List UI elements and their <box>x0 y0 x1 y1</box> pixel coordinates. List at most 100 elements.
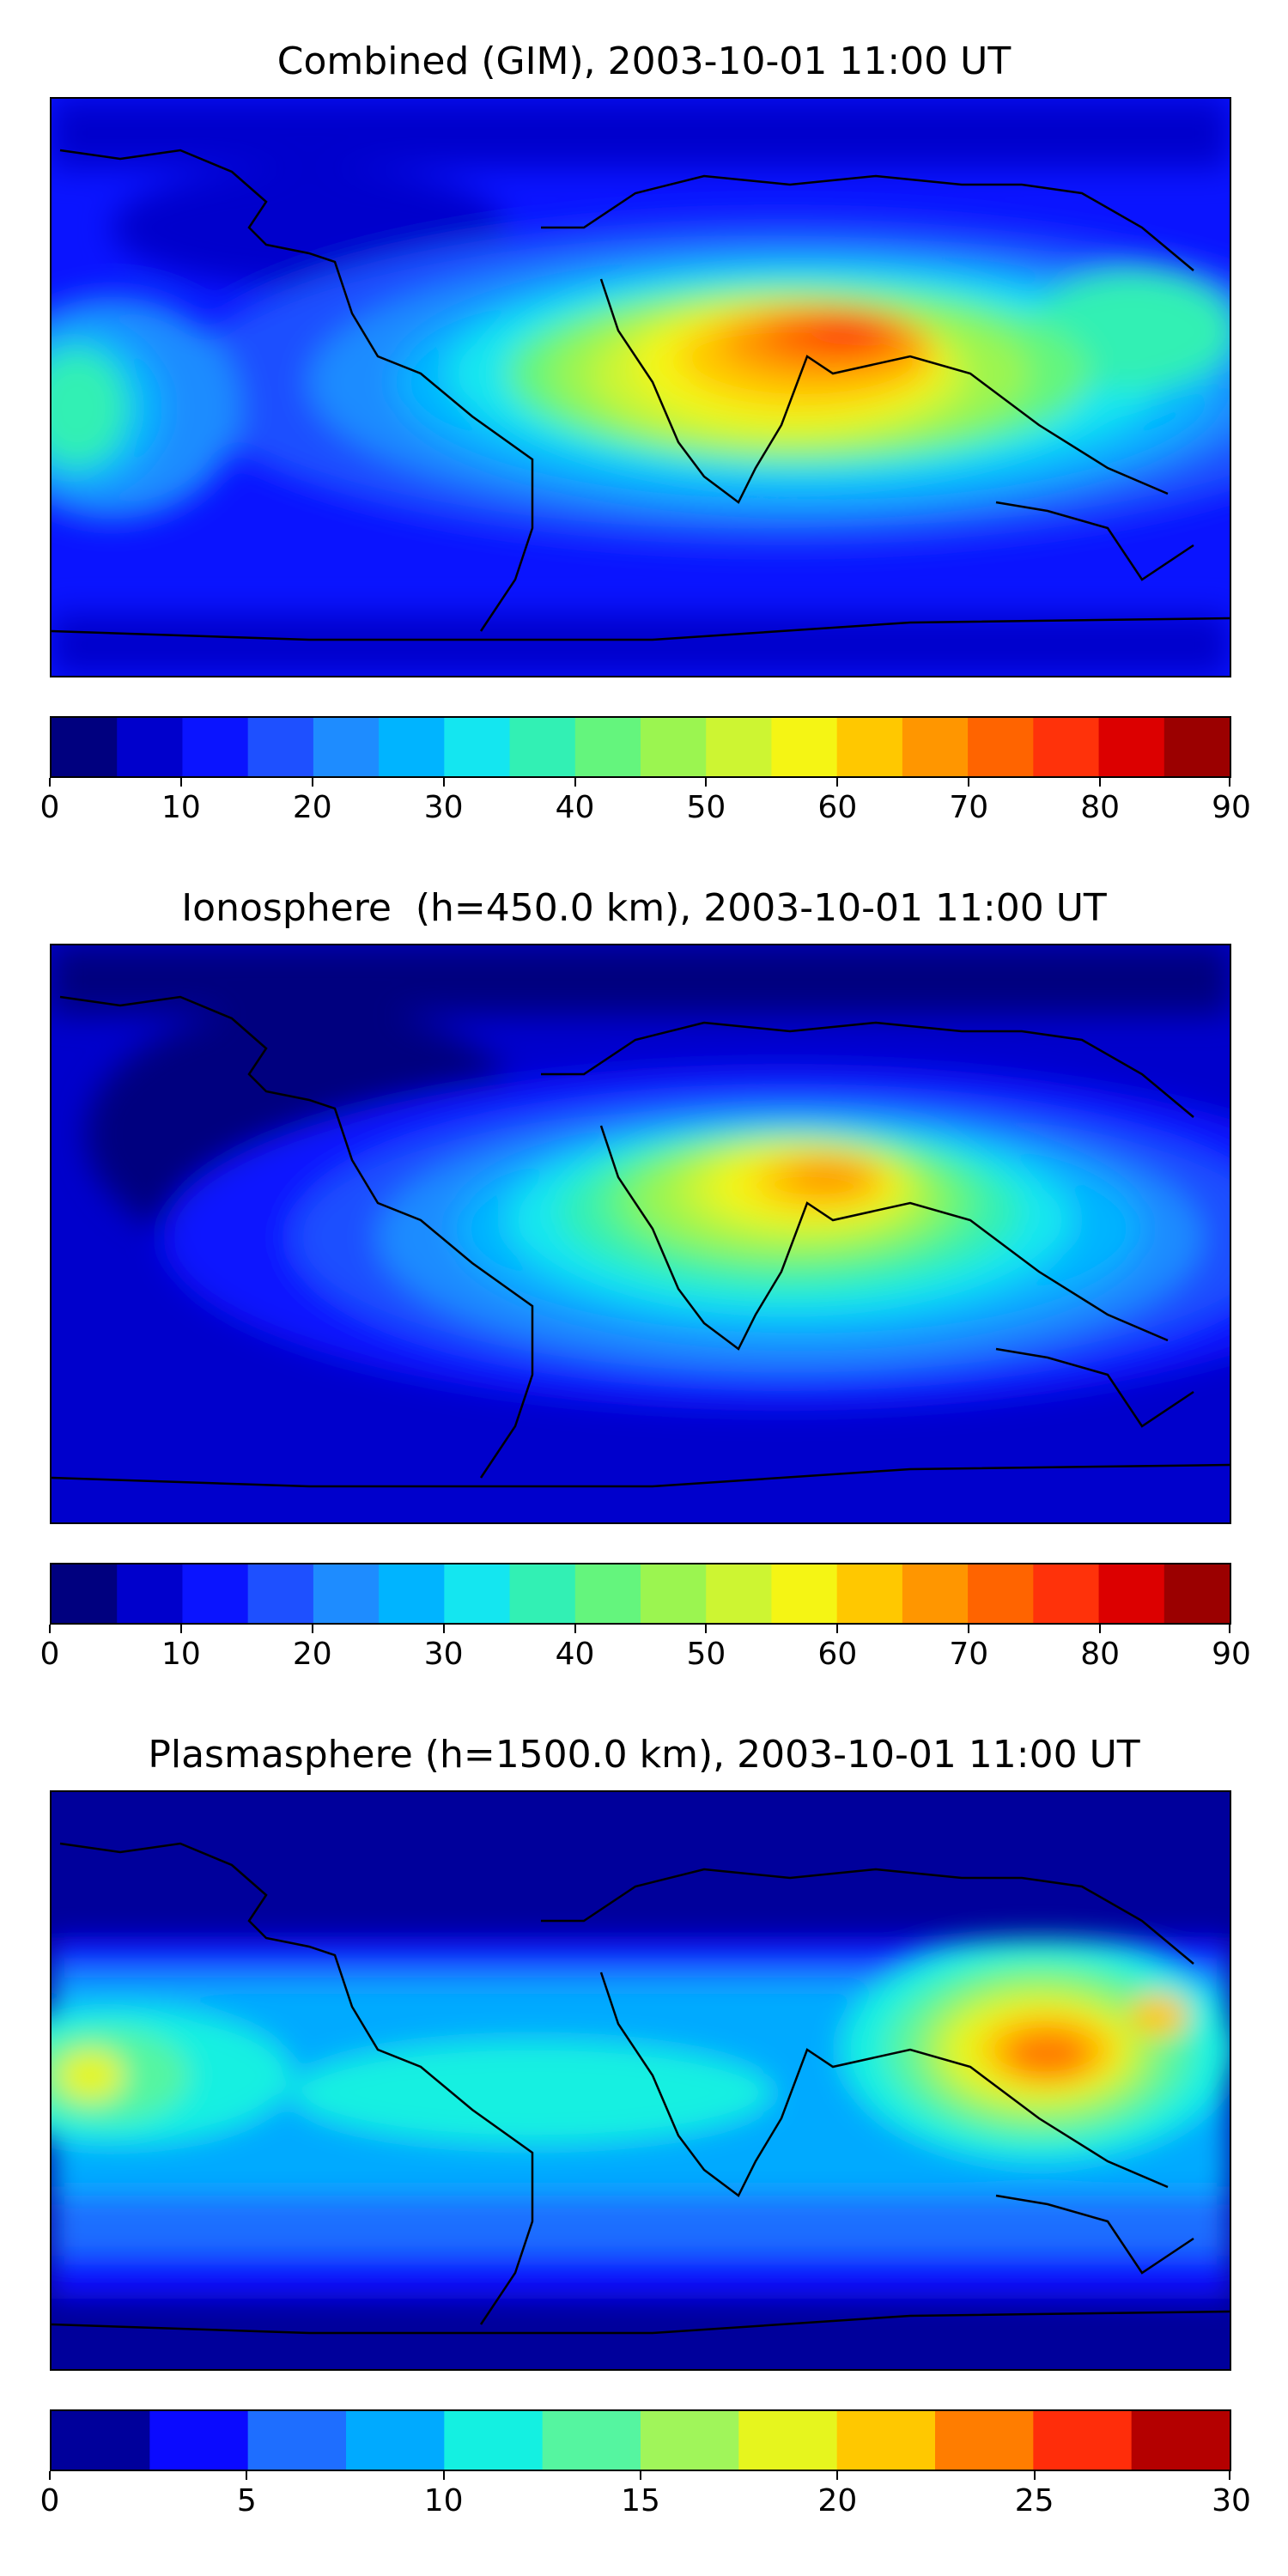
colorbar-level-swatch <box>379 718 445 776</box>
colorbar-level-swatch <box>1033 1564 1100 1623</box>
colorbar-tick-label: 0 <box>39 790 60 825</box>
colorbar-level-swatch <box>1033 718 1100 776</box>
colorbar-level-swatch <box>117 718 184 776</box>
colorbar-level-swatch <box>247 2411 347 2470</box>
colorbar-tick-label: 10 <box>423 2483 464 2518</box>
colorbar-level-swatch <box>444 1564 511 1623</box>
colorbar-level-swatch <box>313 718 380 776</box>
colorbar-tick-label: 90 <box>1212 790 1251 825</box>
colorbar-tick-label: 60 <box>817 790 858 825</box>
colorbar-level-swatch <box>52 2411 150 2470</box>
colorbar-level-swatch <box>542 2411 641 2470</box>
panel-1-colorbar <box>50 716 1231 778</box>
colorbar-tick-label: 20 <box>817 2483 858 2518</box>
colorbar-tick-mark <box>49 2471 51 2480</box>
colorbar-level-swatch <box>836 2411 936 2470</box>
colorbar-level-swatch <box>836 718 903 776</box>
colorbar-tick-label: 70 <box>949 790 989 825</box>
colorbar-tick-label: 10 <box>161 790 201 825</box>
colorbar-level-swatch <box>902 718 969 776</box>
colorbar-tick-mark <box>311 778 313 787</box>
colorbar-tick-mark <box>1099 778 1102 787</box>
panel-1-colorbar-ticks: 0 10 20 30 40 50 60 70 80 90 <box>40 778 1251 829</box>
colorbar-tick-label: 80 <box>1080 1637 1121 1672</box>
colorbar-tick-mark <box>836 1625 839 1633</box>
colorbar-tick-mark <box>442 1625 445 1633</box>
colorbar-tick-mark <box>1229 2471 1230 2480</box>
colorbar-level-swatch <box>641 2411 739 2470</box>
panel-1-title: Combined (GIM), 2003-10-01 11:00 UT <box>276 39 1012 83</box>
colorbar-tick-label: 0 <box>39 2483 60 2518</box>
panel-3-colorbar-swatches <box>52 2411 1230 2470</box>
colorbar-tick-label: 30 <box>423 1637 464 1672</box>
colorbar-level-swatch <box>1131 2411 1230 2470</box>
colorbar-tick-label: 25 <box>1014 2483 1054 2518</box>
colorbar-level-swatch <box>313 1564 380 1623</box>
panel-3-colorbar <box>50 2409 1231 2471</box>
colorbar-tick-label: 50 <box>686 790 726 825</box>
colorbar-level-swatch <box>444 718 511 776</box>
colorbar-level-swatch <box>771 1564 838 1623</box>
colorbar-tick-label: 20 <box>292 790 332 825</box>
colorbar-level-swatch <box>247 1564 314 1623</box>
colorbar-tick-label: 20 <box>292 1637 332 1672</box>
colorbar-tick-mark <box>1229 1625 1230 1633</box>
colorbar-tick-mark <box>836 2471 839 2480</box>
colorbar-tick-mark <box>49 1625 51 1633</box>
colorbar-tick-label: 40 <box>555 790 595 825</box>
colorbar-level-swatch <box>182 718 249 776</box>
colorbar-tick-mark <box>1229 778 1230 787</box>
colorbar-tick-mark <box>49 778 51 787</box>
colorbar-level-swatch <box>641 1564 707 1623</box>
colorbar-tick-label: 90 <box>1212 1637 1251 1672</box>
map-combined-gim <box>50 97 1231 677</box>
colorbar-level-swatch <box>117 1564 184 1623</box>
colorbar-tick-mark <box>1033 2471 1036 2480</box>
colorbar-level-swatch <box>968 718 1034 776</box>
colorbar-tick-label: 10 <box>161 1637 201 1672</box>
colorbar-level-swatch <box>1163 1564 1230 1623</box>
colorbar-tick-mark <box>442 778 445 787</box>
colorbar-tick-mark <box>1099 1625 1102 1633</box>
panel-1-colorbar-swatches <box>52 718 1230 776</box>
colorbar-level-swatch <box>574 718 641 776</box>
colorbar-level-swatch <box>52 718 118 776</box>
colorbar-tick-label: 70 <box>949 1637 989 1672</box>
colorbar-level-swatch <box>641 718 707 776</box>
colorbar-level-swatch <box>1098 1564 1165 1623</box>
colorbar-tick-label: 0 <box>39 1637 60 1672</box>
panel-2-title: Ionosphere (h=450.0 km), 2003-10-01 11:0… <box>181 886 1107 930</box>
colorbar-level-swatch <box>968 1564 1034 1623</box>
panel-2-colorbar <box>50 1563 1231 1625</box>
colorbar-tick-mark <box>968 778 970 787</box>
colorbar-level-swatch <box>574 1564 641 1623</box>
colorbar-tick-mark <box>311 1625 313 1633</box>
colorbar-tick-mark <box>705 1625 708 1633</box>
colorbar-level-swatch <box>346 2411 445 2470</box>
colorbar-tick-mark <box>179 1625 182 1633</box>
colorbar-tick-mark <box>179 778 182 787</box>
colorbar-level-swatch <box>509 718 576 776</box>
colorbar-level-swatch <box>52 1564 118 1623</box>
colorbar-level-swatch <box>379 1564 445 1623</box>
map-ionosphere <box>50 944 1231 1524</box>
colorbar-tick-mark <box>574 1625 576 1633</box>
colorbar-tick-label: 30 <box>423 790 464 825</box>
colorbar-tick-mark <box>640 2471 641 2480</box>
panel-2-colorbar-swatches <box>52 1564 1230 1623</box>
colorbar-level-swatch <box>1033 2411 1133 2470</box>
colorbar-level-swatch <box>509 1564 576 1623</box>
colorbar-tick-mark <box>574 778 576 787</box>
colorbar-level-swatch <box>706 1564 773 1623</box>
colorbar-level-swatch <box>1098 718 1165 776</box>
colorbar-tick-label: 60 <box>817 1637 858 1672</box>
colorbar-tick-mark <box>705 778 708 787</box>
colorbar-tick-label: 40 <box>555 1637 595 1672</box>
colorbar-level-swatch <box>902 1564 969 1623</box>
colorbar-level-swatch <box>1163 718 1230 776</box>
colorbar-level-swatch <box>836 1564 903 1623</box>
colorbar-level-swatch <box>935 2411 1034 2470</box>
colorbar-tick-label: 5 <box>236 2483 257 2518</box>
colorbar-tick-label: 30 <box>1212 2483 1251 2518</box>
panel-3-title: Plasmasphere (h=1500.0 km), 2003-10-01 1… <box>148 1733 1140 1777</box>
